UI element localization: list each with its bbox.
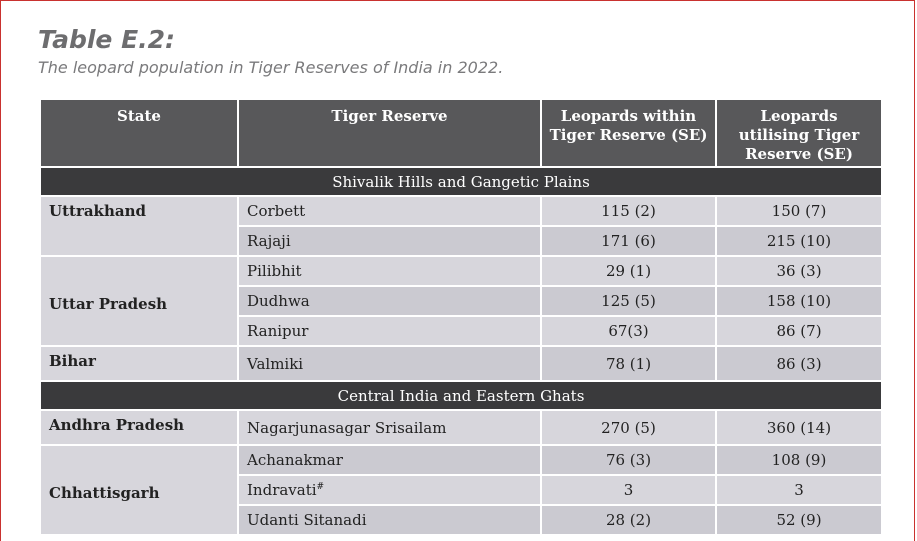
within-cell: 115 (2) xyxy=(540,195,717,227)
table-subtitle: The leopard population in Tiger Reserves… xyxy=(38,58,504,77)
within-cell: 29 (1) xyxy=(540,255,717,287)
within-cell: 76 (3) xyxy=(540,444,717,476)
reserve-name: Nagarjunasagar Srisailam xyxy=(247,418,447,437)
utilising-cell: 360 (14) xyxy=(715,409,883,446)
reserve-note: # xyxy=(316,482,325,492)
data-row: Uttar Pradesh Pilibhit 29 (1) 36 (3) xyxy=(39,255,883,347)
state-cell: Uttar Pradesh xyxy=(39,255,239,347)
table-title: Table E.2: xyxy=(38,25,176,54)
reserve-name: Valmiki xyxy=(247,354,304,373)
reserve-name: Ranipur xyxy=(247,322,309,340)
utilising-cell: 86 (3) xyxy=(715,345,883,382)
data-row: Dudhwa 125 (5) 158 (10) xyxy=(40,285,883,317)
reserve-cell: Pilibhit xyxy=(237,255,542,287)
data-row: Uttrakhand Corbett 115 (2) 150 (7) xyxy=(39,195,883,257)
within-cell: 125 (5) xyxy=(540,285,717,317)
utilising-cell: 215 (10) xyxy=(715,225,883,257)
reserve-name: Rajaji xyxy=(247,232,291,250)
data-row: Rajaji 171 (6) 215 (10) xyxy=(40,225,883,257)
column-header: State xyxy=(39,98,239,168)
reserve-cell: Valmiki xyxy=(237,345,542,382)
utilising-cell: 36 (3) xyxy=(715,255,883,287)
data-table: State Tiger Reserve Leopards within Tiger … xyxy=(39,98,883,536)
column-header: Leopards within Tiger Reserve (SE) xyxy=(540,98,717,168)
column-header: Leopards utilising Tiger Reserve (SE) xyxy=(715,98,883,168)
utilising-cell: 158 (10) xyxy=(715,285,883,317)
reserve-cell: Rajaji xyxy=(237,225,542,257)
section-title: Central India and Eastern Ghats xyxy=(39,380,883,411)
data-row: Chhattisgarh Achanakmar 76 (3) 108 (9) xyxy=(39,444,883,536)
reserve-cell: Indravati# xyxy=(237,474,542,506)
reserve-name: Pilibhit xyxy=(247,262,302,280)
utilising-cell: 3 xyxy=(715,474,883,506)
reserve-name: Achanakmar xyxy=(247,451,343,469)
state-cell: Chhattisgarh xyxy=(39,444,239,536)
reserve-name: Indravati xyxy=(247,481,317,499)
data-row: Andhra Pradesh Nagarjunasagar Srisailam 27… xyxy=(39,409,883,446)
utilising-cell: 86 (7) xyxy=(715,315,883,347)
data-row: Indravati# 3 3 xyxy=(40,474,883,506)
within-cell: 3 xyxy=(540,474,717,506)
column-header: Tiger Reserve xyxy=(237,98,542,168)
reserve-name: Dudhwa xyxy=(247,292,310,310)
reserve-name: Corbett xyxy=(247,202,306,220)
state-cell: Uttrakhand xyxy=(39,195,239,257)
data-row: Ranipur 67(3) 86 (7) xyxy=(40,315,883,347)
reserve-cell: Ranipur xyxy=(237,315,542,347)
data-row: Udanti Sitanadi 28 (2) 52 (9) xyxy=(40,504,883,536)
within-cell: 67(3) xyxy=(540,315,717,347)
within-cell: 28 (2) xyxy=(540,504,717,536)
utilising-cell: 52 (9) xyxy=(715,504,883,536)
reserve-cell: Achanakmar xyxy=(237,444,542,476)
within-cell: 171 (6) xyxy=(540,225,717,257)
within-cell: 78 (1) xyxy=(540,345,717,382)
utilising-cell: 108 (9) xyxy=(715,444,883,476)
reserve-cell: Nagarjunasagar Srisailam xyxy=(237,409,542,446)
data-row: Bihar Valmiki 78 (1) 86 (3) xyxy=(39,345,883,382)
section-title: Shivalik Hills and Gangetic Plains xyxy=(39,166,883,197)
reserve-name: Udanti Sitanadi xyxy=(247,511,367,529)
reserve-cell: Corbett xyxy=(237,195,542,227)
table-body: Shivalik Hills and Gangetic Plains Uttrak… xyxy=(39,166,883,536)
header-row: State Tiger Reserve Leopards within Tiger … xyxy=(39,98,883,168)
section-row: Central India and Eastern Ghats xyxy=(39,380,883,411)
within-cell: 270 (5) xyxy=(540,409,717,446)
reserve-cell: Udanti Sitanadi xyxy=(237,504,542,536)
section-row: Shivalik Hills and Gangetic Plains xyxy=(39,166,883,197)
reserve-cell: Dudhwa xyxy=(237,285,542,317)
utilising-cell: 150 (7) xyxy=(715,195,883,227)
state-cell: Bihar xyxy=(39,345,239,382)
state-cell: Andhra Pradesh xyxy=(39,409,239,446)
